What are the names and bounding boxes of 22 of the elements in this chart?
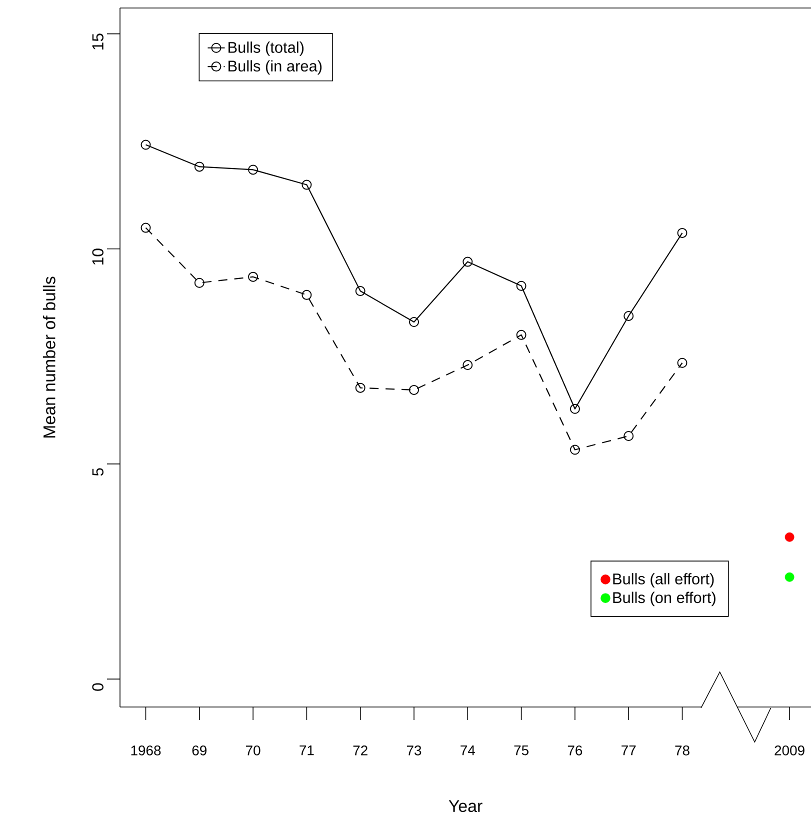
x-tick-label: 74 (460, 746, 475, 756)
x-tick-label: 75 (514, 746, 528, 756)
y-axis-title: Mean number of bulls (42, 276, 56, 438)
y-tick-label: 10 (92, 248, 104, 265)
x-tick-label: 72 (353, 746, 368, 756)
x-axis-title: Year (448, 800, 482, 812)
x-tick-label: 78 (675, 746, 690, 756)
x-tick-label: 73 (406, 746, 421, 756)
legend-label: Bulls (all effort) (613, 573, 714, 588)
y-tick-label: 0 (92, 683, 104, 691)
legend-label: Bulls (in area) (228, 60, 322, 75)
x-tick-label: 77 (621, 746, 636, 756)
y-tick-label: 15 (92, 34, 104, 50)
x-tick-label: 2009 (774, 746, 804, 756)
legend-label: Bulls (on effort) (613, 592, 716, 606)
x-tick-label: 1968 (131, 746, 160, 756)
x-tick-label: 76 (568, 746, 582, 756)
legend-label: Bulls (total) (228, 42, 304, 56)
x-tick-label: 70 (246, 746, 260, 756)
y-tick-label: 5 (92, 468, 104, 476)
x-tick-label: 69 (192, 746, 206, 756)
x-tick-label: 71 (299, 746, 314, 756)
